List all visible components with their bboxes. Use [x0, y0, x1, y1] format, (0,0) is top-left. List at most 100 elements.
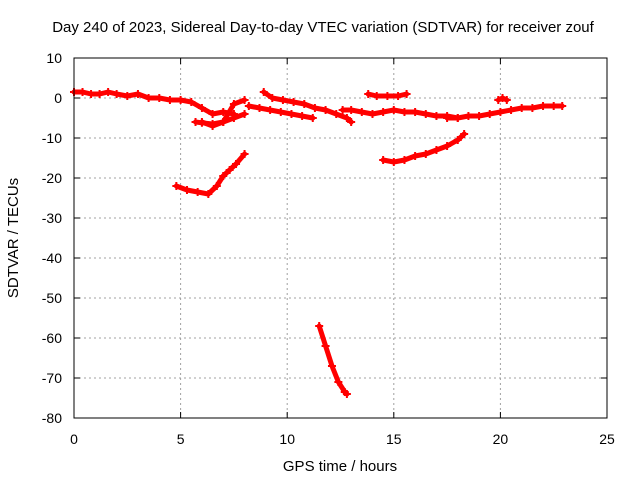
data-point [225, 166, 234, 174]
data-point [204, 190, 213, 198]
data-series [70, 88, 567, 398]
data-point [400, 108, 409, 116]
data-point [494, 96, 503, 104]
x-tick-label: 10 [279, 431, 295, 447]
data-point [347, 106, 356, 114]
data-point [133, 90, 142, 98]
data-point [219, 172, 228, 180]
y-tick-label: -80 [42, 410, 62, 426]
data-point [389, 158, 398, 166]
data-point [364, 90, 373, 98]
data-point [208, 110, 217, 118]
data-point [287, 110, 296, 118]
data-point [432, 146, 441, 154]
data-point [379, 156, 388, 164]
data-point [212, 182, 221, 190]
data-point [278, 96, 287, 104]
data-point [244, 102, 253, 110]
series-arc-7 [315, 322, 351, 398]
grid-lines [74, 58, 607, 418]
data-point [464, 112, 473, 120]
data-point [432, 112, 441, 120]
series-arc-5 [244, 102, 317, 122]
data-point [475, 112, 484, 120]
data-point [144, 94, 153, 102]
y-tick-label: -60 [42, 330, 62, 346]
data-point [347, 118, 356, 126]
x-tick-label: 5 [177, 431, 185, 447]
data-point [268, 94, 277, 102]
data-point [379, 108, 388, 116]
data-point [232, 160, 241, 168]
y-tick-label: -30 [42, 210, 62, 226]
data-point [421, 110, 430, 118]
data-point [321, 106, 330, 114]
data-point [528, 104, 537, 112]
data-point [308, 114, 317, 122]
data-point [123, 92, 132, 100]
data-point [443, 142, 452, 150]
data-point [453, 136, 462, 144]
data-point [517, 104, 526, 112]
data-point [229, 114, 238, 122]
series-arc-4 [172, 150, 249, 198]
data-point [327, 362, 336, 370]
data-point [496, 108, 505, 116]
data-point [165, 96, 174, 104]
x-tick-label: 15 [386, 431, 402, 447]
data-point [502, 96, 511, 104]
data-point [176, 96, 185, 104]
series-trace [261, 89, 354, 125]
series-arc-6 [259, 88, 356, 126]
data-point [315, 322, 324, 330]
data-point [411, 108, 420, 116]
data-point [255, 104, 264, 112]
data-point [321, 342, 330, 350]
series-arc-9 [364, 90, 411, 100]
y-tick-label: -40 [42, 250, 62, 266]
data-point [182, 186, 191, 194]
data-point [219, 108, 228, 116]
x-tick-label: 0 [70, 431, 78, 447]
data-point [549, 102, 558, 110]
data-point [342, 390, 351, 398]
data-point [332, 110, 341, 118]
data-point [383, 92, 392, 100]
data-point [558, 102, 567, 110]
data-point [289, 98, 298, 106]
series-arc-12 [494, 94, 511, 104]
data-point [193, 188, 202, 196]
x-axis-ticks: 0 5 10 15 20 25 [70, 58, 615, 447]
data-point [266, 106, 275, 114]
series-arc-10 [379, 130, 469, 166]
series-arc-1 [70, 88, 238, 118]
data-point [460, 130, 469, 138]
data-point [310, 104, 319, 112]
data-point [240, 96, 249, 104]
x-tick-label: 25 [599, 431, 615, 447]
data-point [259, 88, 268, 96]
x-tick-label: 20 [493, 431, 509, 447]
data-point [197, 118, 206, 126]
data-point [172, 182, 181, 190]
data-point [443, 114, 452, 122]
y-tick-label: -50 [42, 290, 62, 306]
y-tick-label: -10 [42, 130, 62, 146]
series-trace [71, 89, 237, 117]
data-point [372, 92, 381, 100]
y-tick-label: -70 [42, 370, 62, 386]
data-point [342, 114, 351, 122]
data-point [155, 94, 164, 102]
data-point [411, 152, 420, 160]
y-tick-label: 10 [46, 50, 62, 66]
x-axis-label: GPS time / hours [283, 458, 397, 475]
data-point [507, 106, 516, 114]
data-point [338, 106, 347, 114]
data-point [112, 90, 121, 98]
data-point [78, 88, 87, 96]
data-point [87, 90, 96, 98]
data-point [368, 110, 377, 118]
data-point [104, 88, 113, 96]
chart-title: Day 240 of 2023, Sidereal Day-to-day VTE… [52, 19, 594, 36]
data-point [334, 378, 343, 386]
